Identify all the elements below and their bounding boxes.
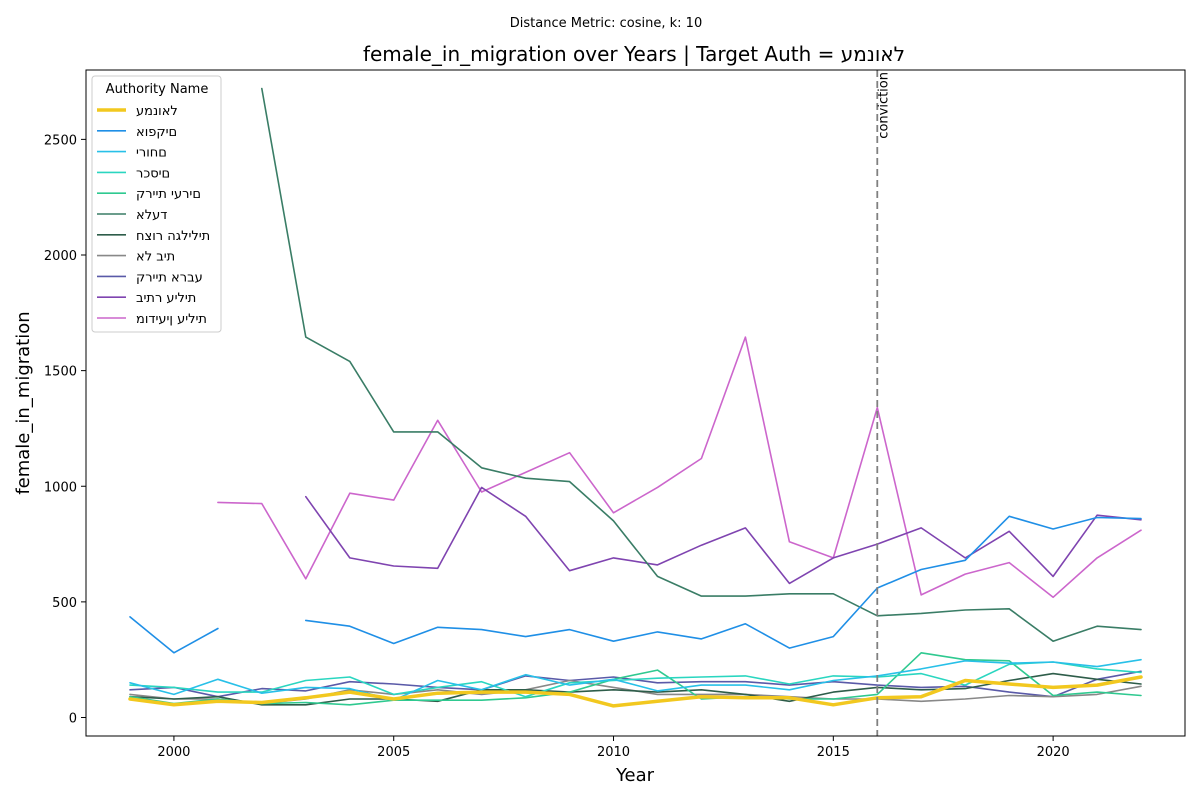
y-tick-label-3: 1500 bbox=[44, 365, 77, 380]
legend-label-8: עברא תיירק bbox=[136, 270, 203, 285]
plot-area bbox=[86, 70, 1185, 736]
x-axis-label: Year bbox=[615, 765, 655, 786]
legend-label-6: תילילגה רוצח bbox=[136, 229, 210, 244]
series-line-10 bbox=[217, 336, 1142, 599]
series-layer bbox=[128, 87, 1143, 708]
chart-title: female_in_migration over Years | Target … bbox=[363, 42, 905, 66]
legend-label-0: לאונמע bbox=[136, 104, 178, 119]
x-tick-label-0: 2000 bbox=[157, 745, 190, 760]
series-line-6 bbox=[129, 672, 1142, 706]
legend-label-1: םיקפוא bbox=[136, 125, 177, 140]
x-tick-label-4: 2020 bbox=[1037, 745, 1070, 760]
conviction-label: conviction bbox=[876, 72, 891, 139]
y-tick-label-0: 0 bbox=[69, 712, 77, 727]
x-tick-label-3: 2015 bbox=[817, 745, 850, 760]
x-tick-label-1: 2005 bbox=[377, 745, 410, 760]
x-axis: 2000 2005 2010 2015 2020 bbox=[157, 736, 1070, 760]
chart-suptitle: Distance Metric: cosine, k: 10 bbox=[510, 16, 702, 31]
legend: Authority Name לאונמע םיקפוא םחורי םיסכר םיר… bbox=[91, 75, 222, 333]
y-tick-label-4: 2000 bbox=[44, 249, 77, 264]
conviction-marker: conviction bbox=[876, 70, 891, 736]
legend-label-5: דעלא bbox=[136, 208, 167, 223]
legend-label-3: םיסכר bbox=[136, 166, 170, 181]
series-line-1 bbox=[129, 515, 1142, 654]
series-line-4 bbox=[129, 652, 1142, 706]
y-tick-label-5: 2500 bbox=[44, 133, 77, 148]
y-axis-label: female_in_migration bbox=[13, 311, 34, 494]
series-line-2 bbox=[129, 658, 1142, 701]
legend-label-7: תיב לא bbox=[136, 250, 175, 265]
legend-label-4: םירעי תיירק bbox=[136, 187, 201, 202]
legend-label-10: תיליע ןיעידומ bbox=[136, 312, 207, 327]
x-tick-label-2: 2010 bbox=[597, 745, 630, 760]
y-tick-label-1: 500 bbox=[52, 596, 77, 611]
series-line-9 bbox=[305, 486, 1142, 585]
legend-box bbox=[91, 75, 222, 333]
legend-entries: לאונמע םיקפוא םחורי םיסכר םירעי תיירק דעלא תיל… bbox=[97, 104, 210, 327]
y-axis: 0 500 1000 1500 2000 2500 bbox=[44, 133, 86, 727]
plot-frame bbox=[85, 69, 1186, 737]
series-line-5 bbox=[261, 87, 1142, 642]
y-tick-label-2: 1000 bbox=[44, 480, 77, 495]
legend-title: Authority Name bbox=[106, 82, 209, 97]
series-line-0 bbox=[128, 675, 1143, 708]
legend-label-9: תיליע רתיב bbox=[136, 291, 196, 306]
legend-label-2: םחורי bbox=[136, 146, 167, 161]
